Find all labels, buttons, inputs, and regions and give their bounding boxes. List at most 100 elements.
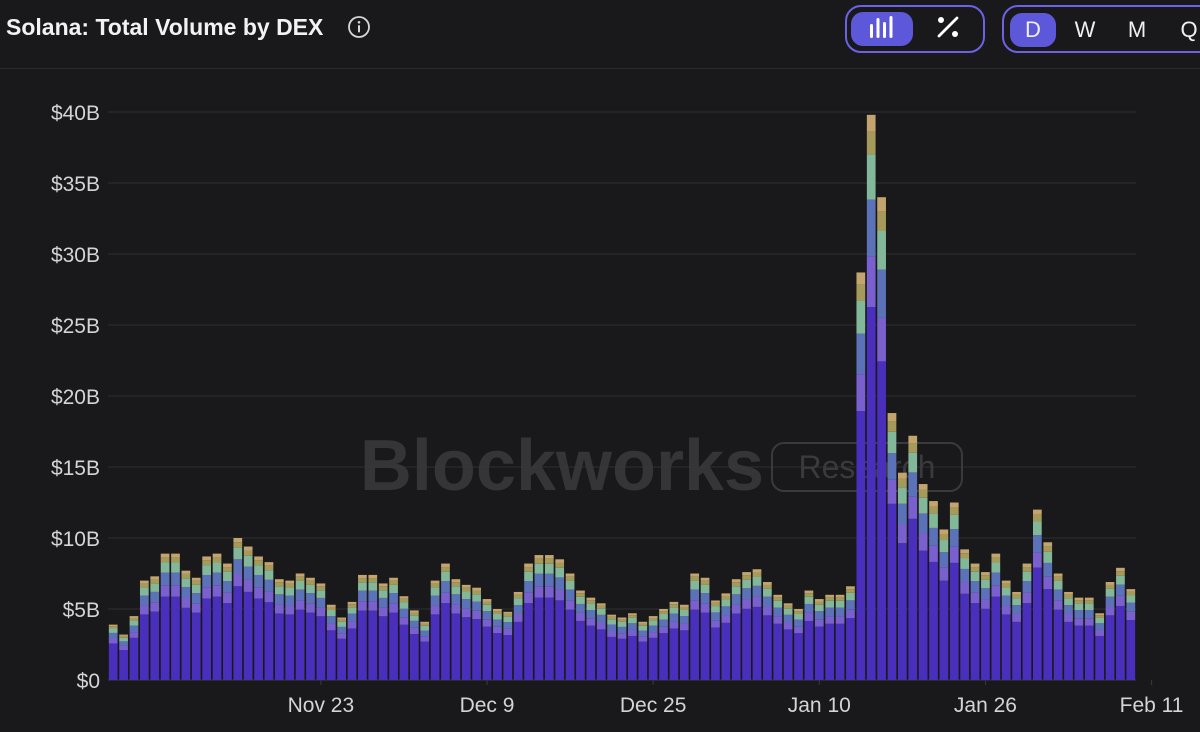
bar-stack[interactable]: [814, 599, 824, 680]
bar-stack[interactable]: [513, 591, 523, 680]
bar-stack[interactable]: [1001, 580, 1011, 680]
bar-stack[interactable]: [129, 616, 139, 680]
bar-stack[interactable]: [991, 553, 1001, 680]
bar-stack[interactable]: [534, 555, 544, 680]
bar-stack[interactable]: [441, 563, 450, 680]
info-icon[interactable]: [347, 15, 371, 39]
bar-stack[interactable]: [1032, 509, 1042, 680]
bar-stack[interactable]: [1064, 591, 1073, 680]
bar-stack[interactable]: [160, 553, 170, 680]
bar-stack[interactable]: [555, 559, 565, 680]
bar-stack[interactable]: [565, 573, 575, 681]
bar-stack[interactable]: [285, 580, 295, 680]
bar-stack[interactable]: [918, 484, 928, 680]
bar-stack[interactable]: [908, 435, 918, 680]
bar-stack[interactable]: [825, 594, 835, 680]
bar-stack[interactable]: [981, 572, 990, 680]
bar-stack[interactable]: [493, 609, 502, 680]
bar-stack[interactable]: [877, 197, 886, 680]
bar-stack[interactable]: [191, 577, 201, 680]
bar-stack[interactable]: [306, 577, 315, 680]
bar-stack[interactable]: [264, 562, 274, 680]
timeframe-week[interactable]: W: [1074, 17, 1096, 42]
bar-stack[interactable]: [763, 582, 772, 680]
bar-stack[interactable]: [752, 569, 762, 680]
bar-stack[interactable]: [202, 556, 212, 680]
bar-stack[interactable]: [1022, 563, 1032, 680]
bar-stack[interactable]: [503, 611, 513, 680]
bar-stack[interactable]: [451, 579, 461, 680]
bar-stack[interactable]: [295, 573, 305, 681]
bar-stack[interactable]: [119, 634, 128, 680]
timeframe-quarter[interactable]: Q: [1180, 17, 1198, 42]
bar-stack[interactable]: [929, 501, 938, 680]
bar-stack[interactable]: [783, 603, 793, 680]
bar-stack[interactable]: [243, 546, 253, 680]
bar-stack[interactable]: [898, 472, 907, 680]
bar-stack[interactable]: [461, 584, 471, 680]
bar-stack[interactable]: [150, 576, 160, 680]
bar-stack[interactable]: [223, 563, 232, 680]
bar-stack[interactable]: [358, 574, 367, 680]
bar-chart-button[interactable]: [851, 12, 913, 46]
bar-stack[interactable]: [669, 601, 679, 680]
bar-stack[interactable]: [690, 573, 700, 681]
bar-stack[interactable]: [721, 593, 731, 680]
bar-stack[interactable]: [212, 553, 222, 680]
bar-stack[interactable]: [430, 580, 440, 680]
bar-stack[interactable]: [970, 563, 980, 680]
bar-stack[interactable]: [1084, 597, 1094, 680]
bar-stack[interactable]: [482, 599, 492, 680]
bar-stack[interactable]: [887, 413, 897, 680]
bar-stack[interactable]: [617, 617, 627, 680]
bar-stack[interactable]: [472, 587, 481, 680]
timeframe-day[interactable]: D: [1010, 13, 1056, 47]
bar-stack[interactable]: [1074, 597, 1084, 680]
bar-stack[interactable]: [1053, 573, 1063, 681]
bar-stack[interactable]: [596, 603, 606, 680]
bar-stack[interactable]: [679, 604, 689, 680]
bar-stack[interactable]: [409, 610, 419, 680]
bar-stack[interactable]: [1012, 591, 1021, 680]
bar-stack[interactable]: [368, 574, 378, 680]
bar-stack[interactable]: [139, 580, 149, 680]
bar-stack[interactable]: [389, 577, 398, 680]
bar-stack[interactable]: [171, 553, 180, 680]
bar-stack[interactable]: [866, 114, 876, 680]
bar-stack[interactable]: [181, 570, 191, 680]
bar-stack[interactable]: [576, 590, 585, 680]
bar-stack[interactable]: [939, 529, 949, 680]
bar-stack[interactable]: [638, 621, 648, 680]
bar-stack[interactable]: [856, 272, 866, 680]
bar-stack[interactable]: [846, 586, 855, 680]
bar-stack[interactable]: [544, 555, 554, 680]
bar-stack[interactable]: [254, 556, 263, 680]
bar-stack[interactable]: [607, 614, 616, 680]
bar-stack[interactable]: [960, 549, 970, 680]
bar-stack[interactable]: [1043, 542, 1053, 680]
bar-stack[interactable]: [108, 624, 118, 680]
bar-stack[interactable]: [804, 590, 814, 680]
bar-stack[interactable]: [347, 601, 357, 680]
bar-stack[interactable]: [835, 594, 845, 680]
timeframe-month[interactable]: M: [1127, 17, 1147, 42]
bar-stack[interactable]: [326, 604, 336, 680]
bar-stack[interactable]: [524, 563, 533, 680]
bar-stack[interactable]: [586, 597, 596, 680]
bar-stack[interactable]: [337, 617, 346, 680]
bar-stack[interactable]: [399, 596, 409, 680]
bar-stack[interactable]: [742, 572, 751, 680]
bar-stack[interactable]: [316, 583, 326, 680]
bar-stack[interactable]: [378, 583, 388, 680]
bar-stack[interactable]: [700, 577, 710, 680]
bar-stack[interactable]: [233, 538, 243, 680]
bar-stack[interactable]: [731, 579, 741, 680]
bar-stack[interactable]: [949, 502, 959, 681]
bar-stack[interactable]: [274, 579, 284, 680]
bar-stack[interactable]: [711, 600, 720, 680]
bar-stack[interactable]: [628, 613, 637, 680]
bar-stack[interactable]: [648, 616, 658, 680]
bar-stack[interactable]: [1116, 567, 1125, 680]
bar-stack[interactable]: [1105, 582, 1115, 680]
bar-stack[interactable]: [659, 609, 668, 680]
